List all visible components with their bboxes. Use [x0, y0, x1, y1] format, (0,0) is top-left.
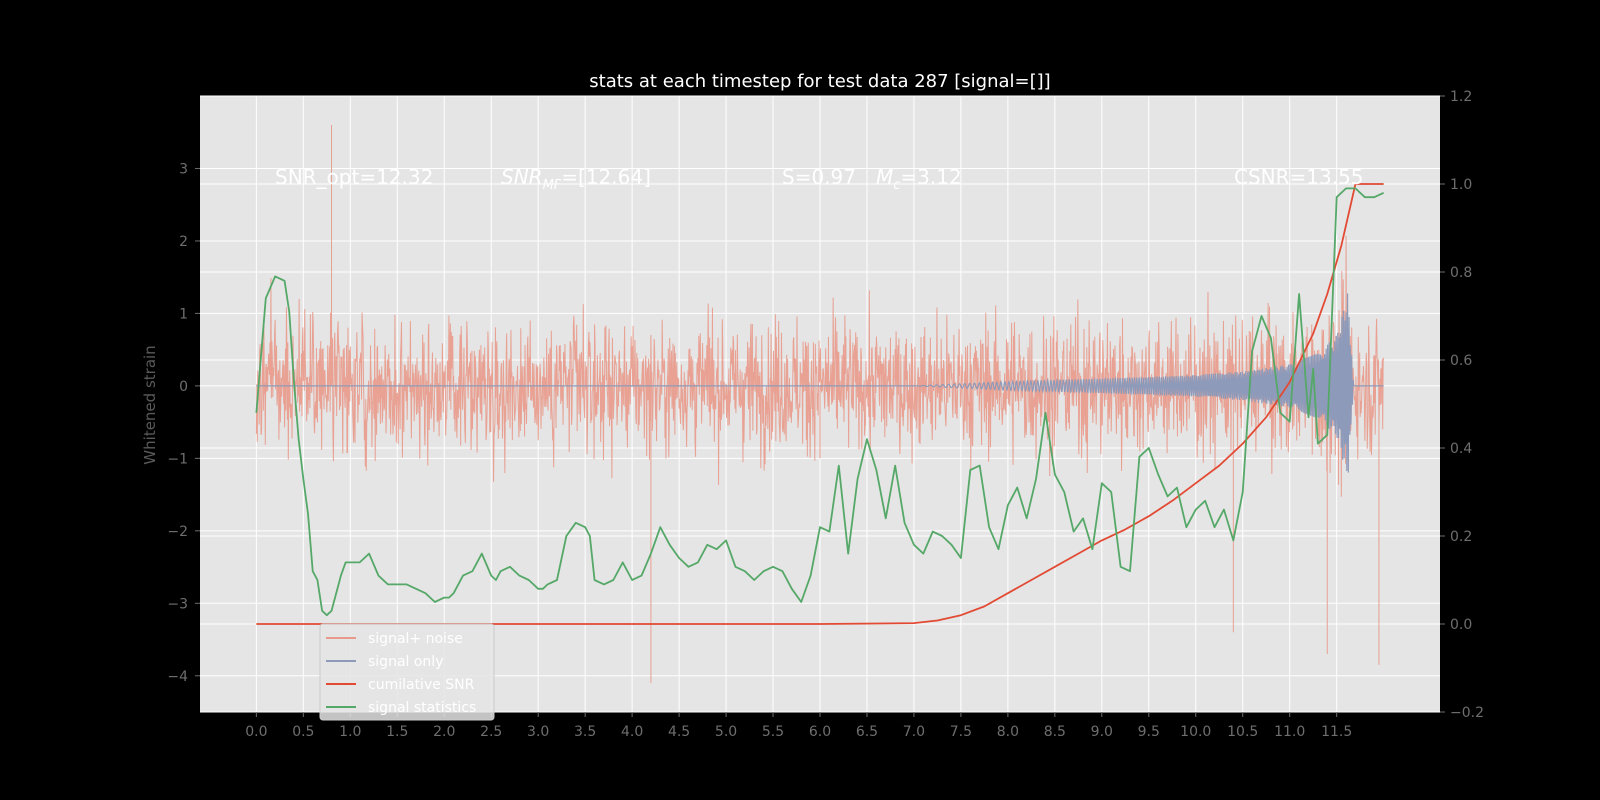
y-tick-label-right: 0.4	[1450, 441, 1472, 457]
annotations: SNR_opt=12.32 SNRMF=[12.64] S=0.97 Mc=3.…	[275, 165, 1364, 193]
signal-only-line	[256, 293, 1384, 473]
annotation-mc: Mc=3.12	[876, 165, 962, 193]
y-tick-label-right: 0.2	[1450, 529, 1472, 545]
snr-mf-subscript: MF	[543, 178, 562, 193]
y-tick-label-left: −3	[167, 596, 188, 612]
chart-title: stats at each timestep for test data 287…	[589, 71, 1050, 92]
x-tick-label: 10.5	[1227, 724, 1258, 740]
x-axis: 0.0 0.5 1.0 1.5 2.0 2.5 3.0 3.5 4.0 4.5 5.0 5.5 6.0 6…	[245, 712, 1352, 740]
y-tick-label-left: −4	[167, 669, 188, 685]
x-tick-label: 0.5	[292, 724, 314, 740]
y-tick-label-left: −1	[167, 451, 188, 467]
annotation-s-value: S=0.97	[782, 165, 856, 189]
x-tick-label: 5.5	[762, 724, 784, 740]
cumulative-snr-series	[256, 183, 1384, 625]
y-tick-label-left: −2	[167, 524, 188, 540]
x-tick-label: 11.0	[1274, 724, 1305, 740]
legend-box	[319, 623, 495, 721]
y-tick-label-right: 0.8	[1450, 265, 1472, 281]
x-tick-label: 2.5	[480, 724, 502, 740]
x-tick-label: 4.0	[621, 724, 643, 740]
signal-statistics-series	[255, 187, 1385, 617]
signal-plus-noise-series	[255, 124, 1385, 684]
x-tick-label: 1.5	[386, 724, 408, 740]
y-tick-label-right: 0.6	[1450, 353, 1472, 369]
y-axis-right: −0.2 0.0 0.2 0.4 0.6 0.8 1.0 1.2	[1440, 89, 1484, 721]
x-tick-label: 9.5	[1138, 724, 1160, 740]
x-tick-label: 2.0	[433, 724, 455, 740]
y-tick-label-right: 1.2	[1450, 89, 1472, 105]
x-tick-label: 9.0	[1091, 724, 1113, 740]
mc-value: =3.12	[900, 165, 961, 189]
signal-plus-noise-line	[255, 124, 1385, 684]
x-tick-label: 8.0	[997, 724, 1019, 740]
annotation-snr-mf: SNRMF=[12.64]	[501, 165, 651, 193]
legend-entry-label: signal statistics	[368, 700, 476, 716]
x-tick-label: 4.5	[668, 724, 690, 740]
x-tick-label: 6.0	[809, 724, 831, 740]
x-tick-label: 7.5	[950, 724, 972, 740]
legend-entry-label: cumilative SNR	[368, 677, 475, 693]
y-tick-label-left: 1	[179, 306, 188, 322]
x-tick-label: 11.5	[1321, 724, 1352, 740]
x-tick-label: 1.0	[339, 724, 361, 740]
signal-statistics-line	[255, 187, 1385, 617]
mc-label: M	[876, 165, 893, 189]
y-tick-label-left: 2	[179, 234, 188, 250]
y-tick-label-right: 1.0	[1450, 177, 1472, 193]
x-tick-label: 3.5	[574, 724, 596, 740]
snr-mf-label: SNR	[501, 165, 543, 189]
y-tick-label-right: −0.2	[1450, 705, 1484, 721]
y-tick-label-left: 3	[179, 161, 188, 177]
annotation-snr-opt: SNR_opt=12.32	[275, 165, 433, 189]
legend: signal+ noise signal only cumilative SNR si…	[319, 623, 495, 721]
x-tick-label: 3.0	[527, 724, 549, 740]
mc-subscript: c	[893, 178, 900, 193]
x-tick-label: 8.5	[1044, 724, 1066, 740]
annotation-csnr: CSNR=13.55	[1234, 165, 1364, 189]
signal-only-series	[256, 293, 1384, 473]
y-axis-label: Whitened strain	[141, 345, 159, 464]
y-axis-left: −4 −3 −2 −1 0 1 2 3	[167, 161, 200, 685]
x-tick-label: 7.0	[903, 724, 925, 740]
x-tick-label: 0.0	[245, 724, 267, 740]
snr-mf-value: =[12.64]	[561, 165, 651, 189]
y-tick-label-left: 0	[179, 379, 188, 395]
legend-entry-label: signal only	[368, 654, 443, 670]
x-tick-label: 6.5	[856, 724, 878, 740]
cumulative-snr-line	[256, 183, 1384, 625]
x-tick-label: 5.0	[715, 724, 737, 740]
legend-entry-label: signal+ noise	[368, 631, 463, 647]
y-tick-label-right: 0.0	[1450, 617, 1472, 633]
x-tick-label: 10.0	[1180, 724, 1211, 740]
